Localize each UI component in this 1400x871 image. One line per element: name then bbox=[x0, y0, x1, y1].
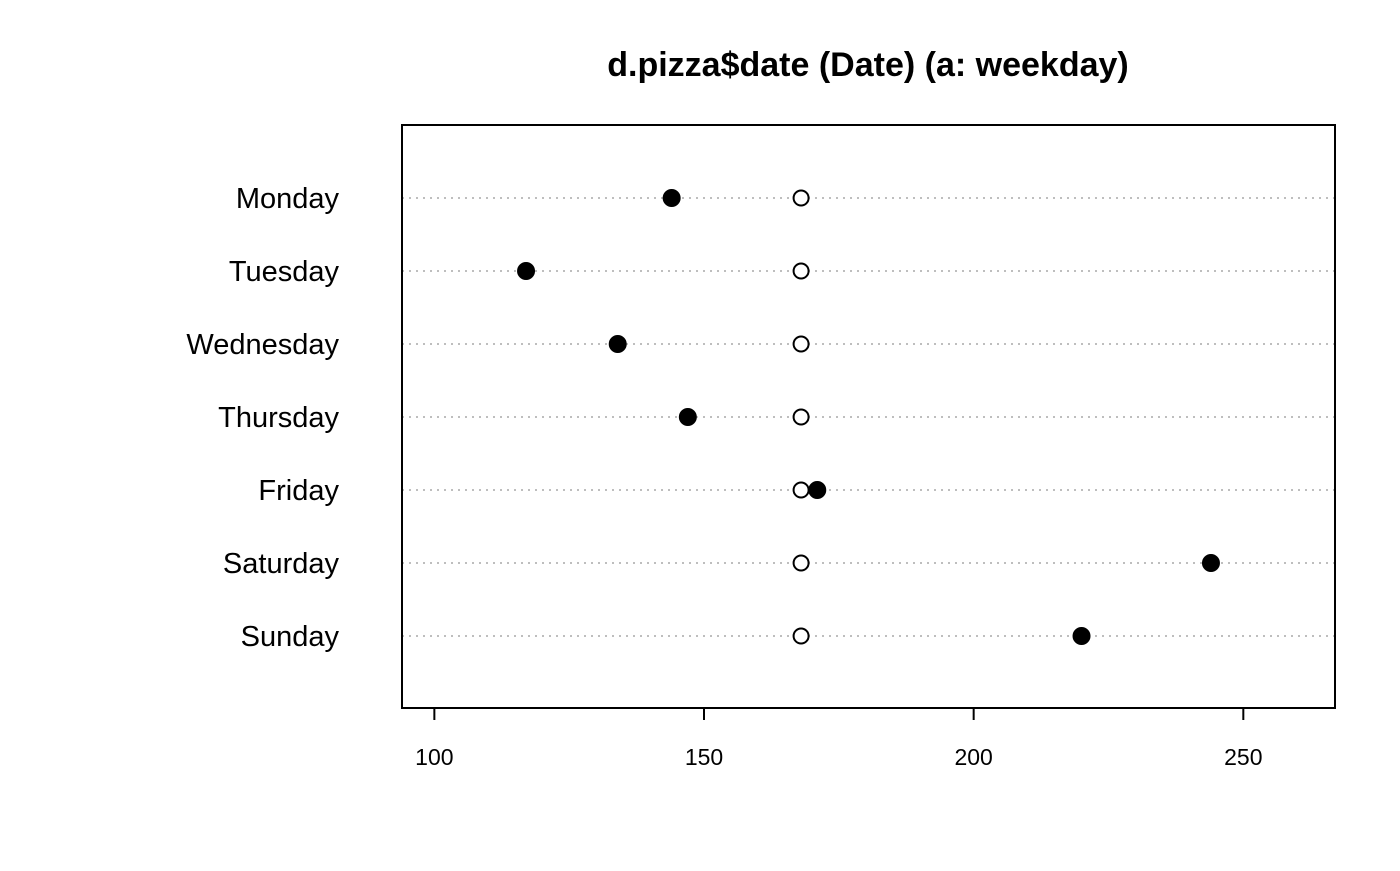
y-label-thursday: Thursday bbox=[218, 402, 339, 434]
x-tick-label-150: 150 bbox=[685, 744, 723, 770]
y-label-friday: Friday bbox=[258, 475, 339, 507]
x-tick-label-250: 250 bbox=[1224, 744, 1262, 770]
open-point-monday bbox=[792, 189, 810, 207]
filled-point-sunday bbox=[1072, 627, 1091, 645]
y-label-saturday: Saturday bbox=[223, 548, 340, 580]
filled-point-wednesday bbox=[608, 335, 627, 353]
chart-title: d.pizza$date (Date) (a: weekday) bbox=[607, 46, 1128, 84]
x-tick-label-100: 100 bbox=[415, 744, 453, 770]
y-label-wednesday: Wednesday bbox=[186, 329, 339, 361]
filled-point-thursday bbox=[678, 408, 697, 426]
filled-point-tuesday bbox=[517, 262, 536, 280]
filled-point-friday bbox=[808, 481, 827, 499]
data-points bbox=[517, 189, 1220, 645]
open-point-friday bbox=[792, 481, 810, 499]
filled-point-saturday bbox=[1201, 554, 1220, 572]
open-point-wednesday bbox=[792, 335, 810, 353]
plot-frame bbox=[401, 124, 1336, 709]
open-point-thursday bbox=[792, 408, 810, 426]
open-point-saturday bbox=[792, 554, 810, 572]
x-axis: 100 150 200 250 bbox=[415, 707, 1263, 770]
y-axis-labels: Monday Tuesday Wednesday Thursday Friday Satu… bbox=[186, 183, 339, 653]
open-point-tuesday bbox=[792, 262, 810, 280]
y-label-monday: Monday bbox=[236, 183, 340, 215]
x-tick-label-200: 200 bbox=[954, 744, 992, 770]
open-point-sunday bbox=[792, 627, 810, 645]
filled-point-monday bbox=[662, 189, 681, 207]
grid-lines bbox=[402, 197, 1335, 637]
y-label-tuesday: Tuesday bbox=[229, 256, 340, 288]
y-label-sunday: Sunday bbox=[241, 621, 340, 653]
